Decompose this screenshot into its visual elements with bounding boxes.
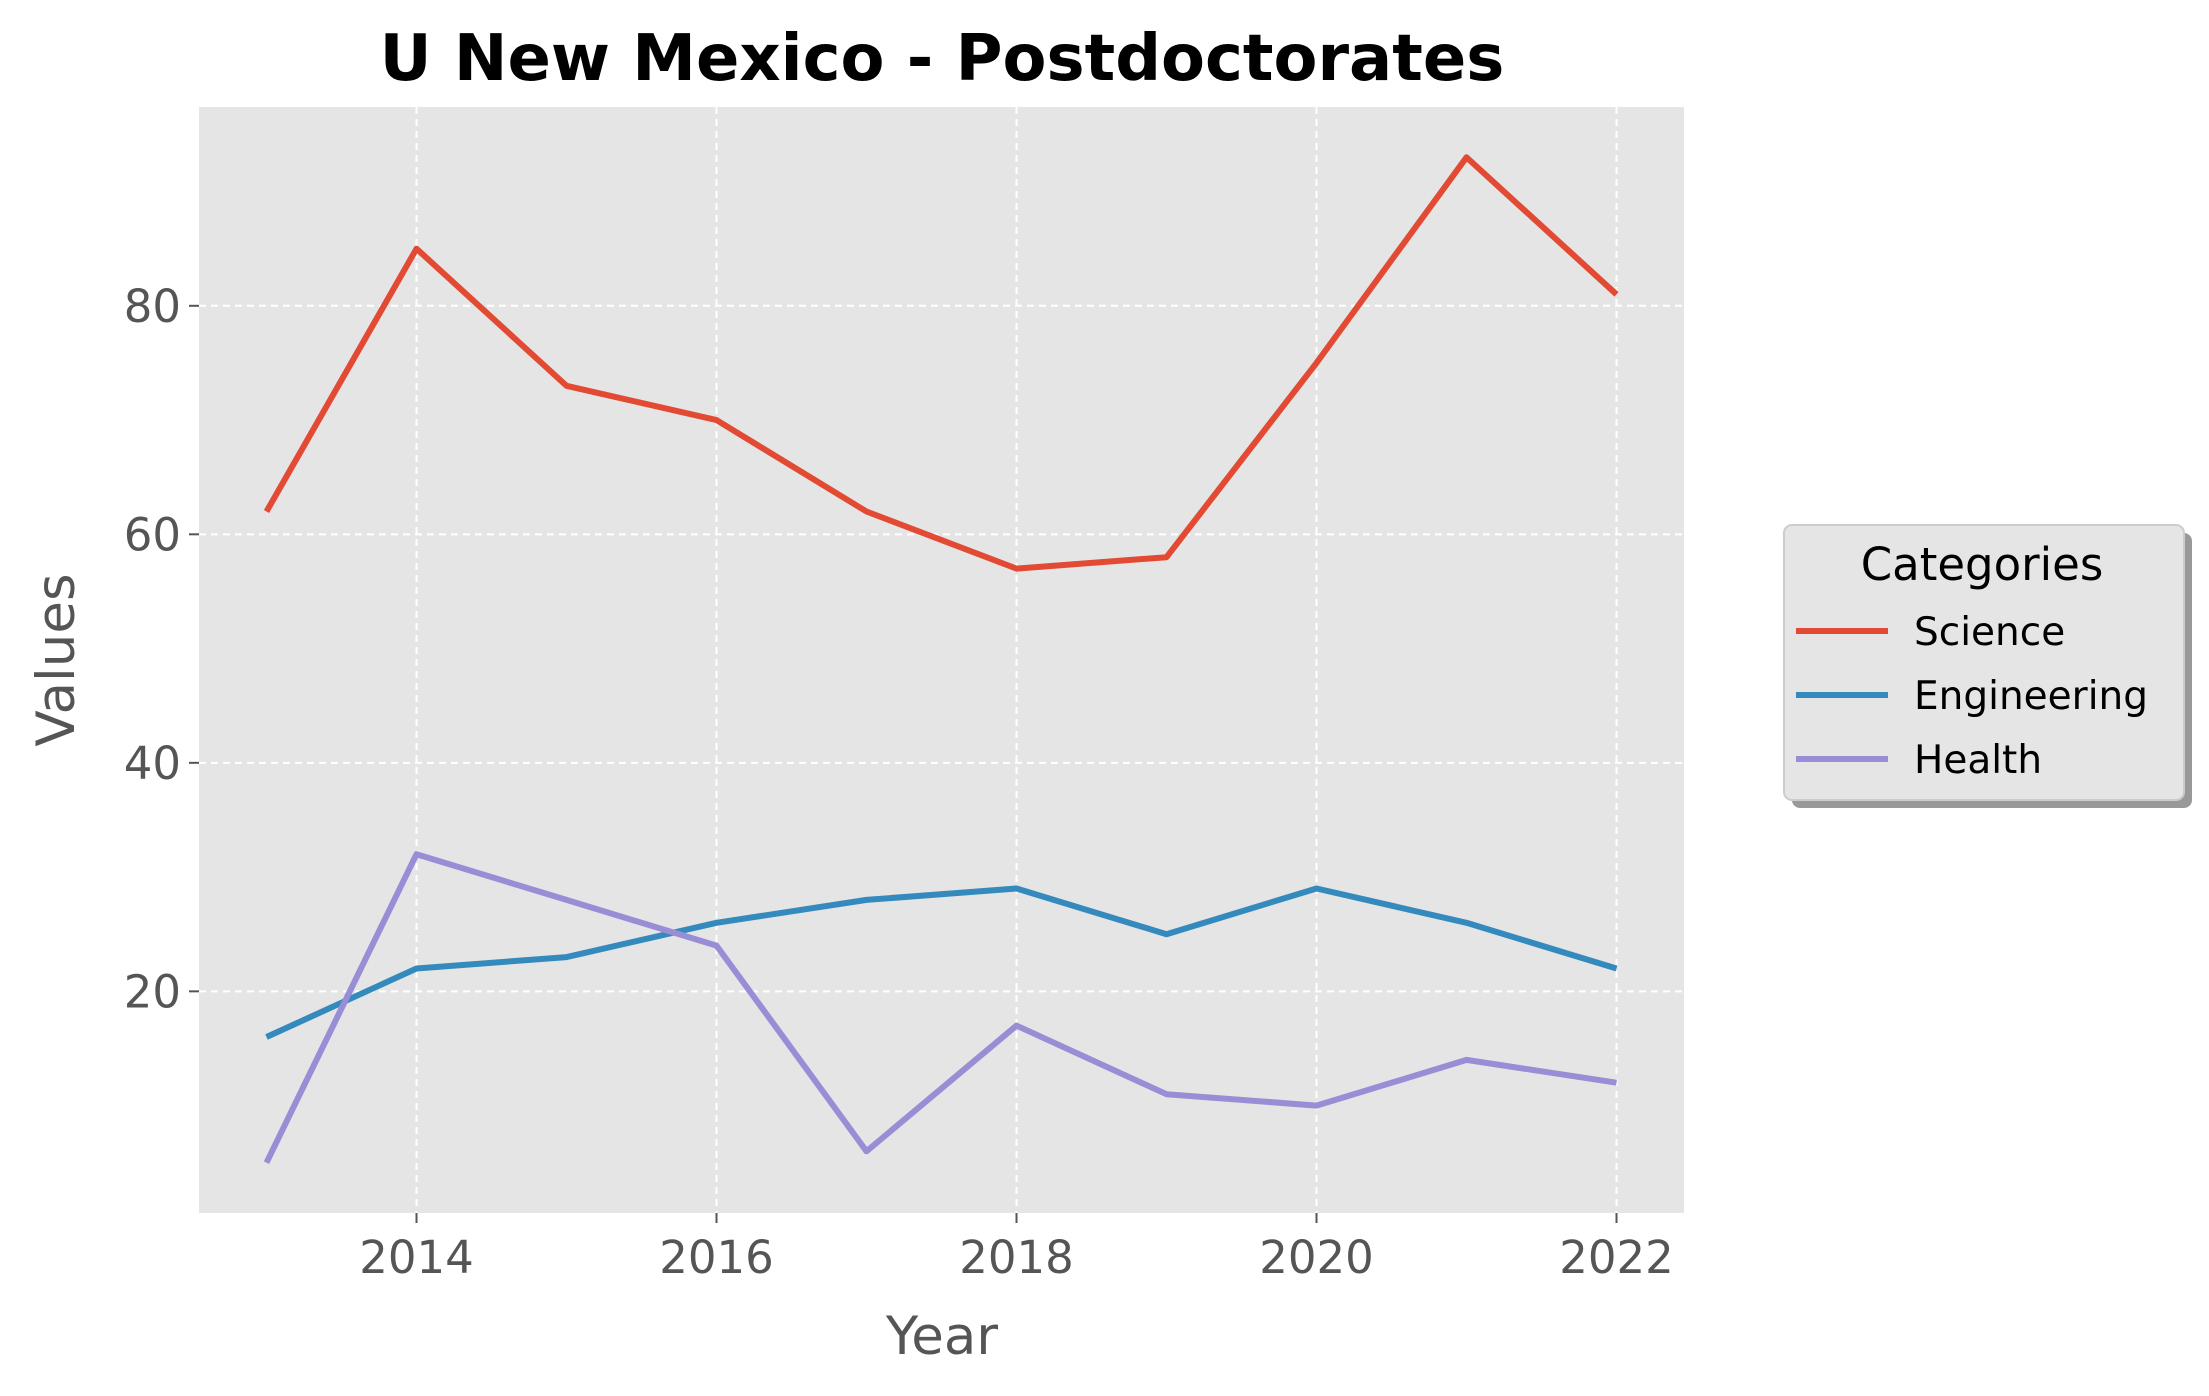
legend-label-science: Science [1914, 610, 2065, 655]
series-lines [263, 154, 1619, 1165]
y-tick-label: 20 [124, 965, 181, 1018]
x-axis-label: Year [885, 1306, 998, 1367]
y-tick-label: 40 [124, 737, 181, 790]
x-axis-ticks: 2014 2016 2018 2020 2022 [359, 1213, 1674, 1284]
y-tick-label: 60 [124, 508, 181, 561]
legend: Categories Science Engineering Health [1783, 524, 2192, 808]
legend-label-health: Health [1914, 738, 2042, 783]
series-line-engineering [265, 885, 1618, 1040]
y-tick-label: 80 [124, 280, 181, 333]
legend-label-engineering: Engineering [1914, 674, 2148, 719]
grid-lines [199, 107, 1684, 1213]
x-tick-label: 2018 [959, 1231, 1074, 1284]
legend-title: Categories [1861, 538, 2104, 591]
x-tick-label: 2016 [659, 1231, 774, 1284]
series-line-health [263, 851, 1617, 1165]
y-axis-ticks: 20 40 60 80 [124, 280, 199, 1018]
x-tick-label: 2022 [1559, 1231, 1674, 1284]
x-tick-label: 2020 [1259, 1231, 1374, 1284]
y-axis-label: Values [26, 573, 87, 746]
chart-title: U New Mexico - Postdoctorates [380, 22, 1505, 96]
x-tick-label: 2014 [359, 1231, 474, 1284]
plot-area [199, 107, 1684, 1213]
series-line-science [263, 154, 1619, 572]
legend-entries: Science Engineering Health [1796, 610, 2148, 783]
legend-box [1783, 524, 2185, 801]
